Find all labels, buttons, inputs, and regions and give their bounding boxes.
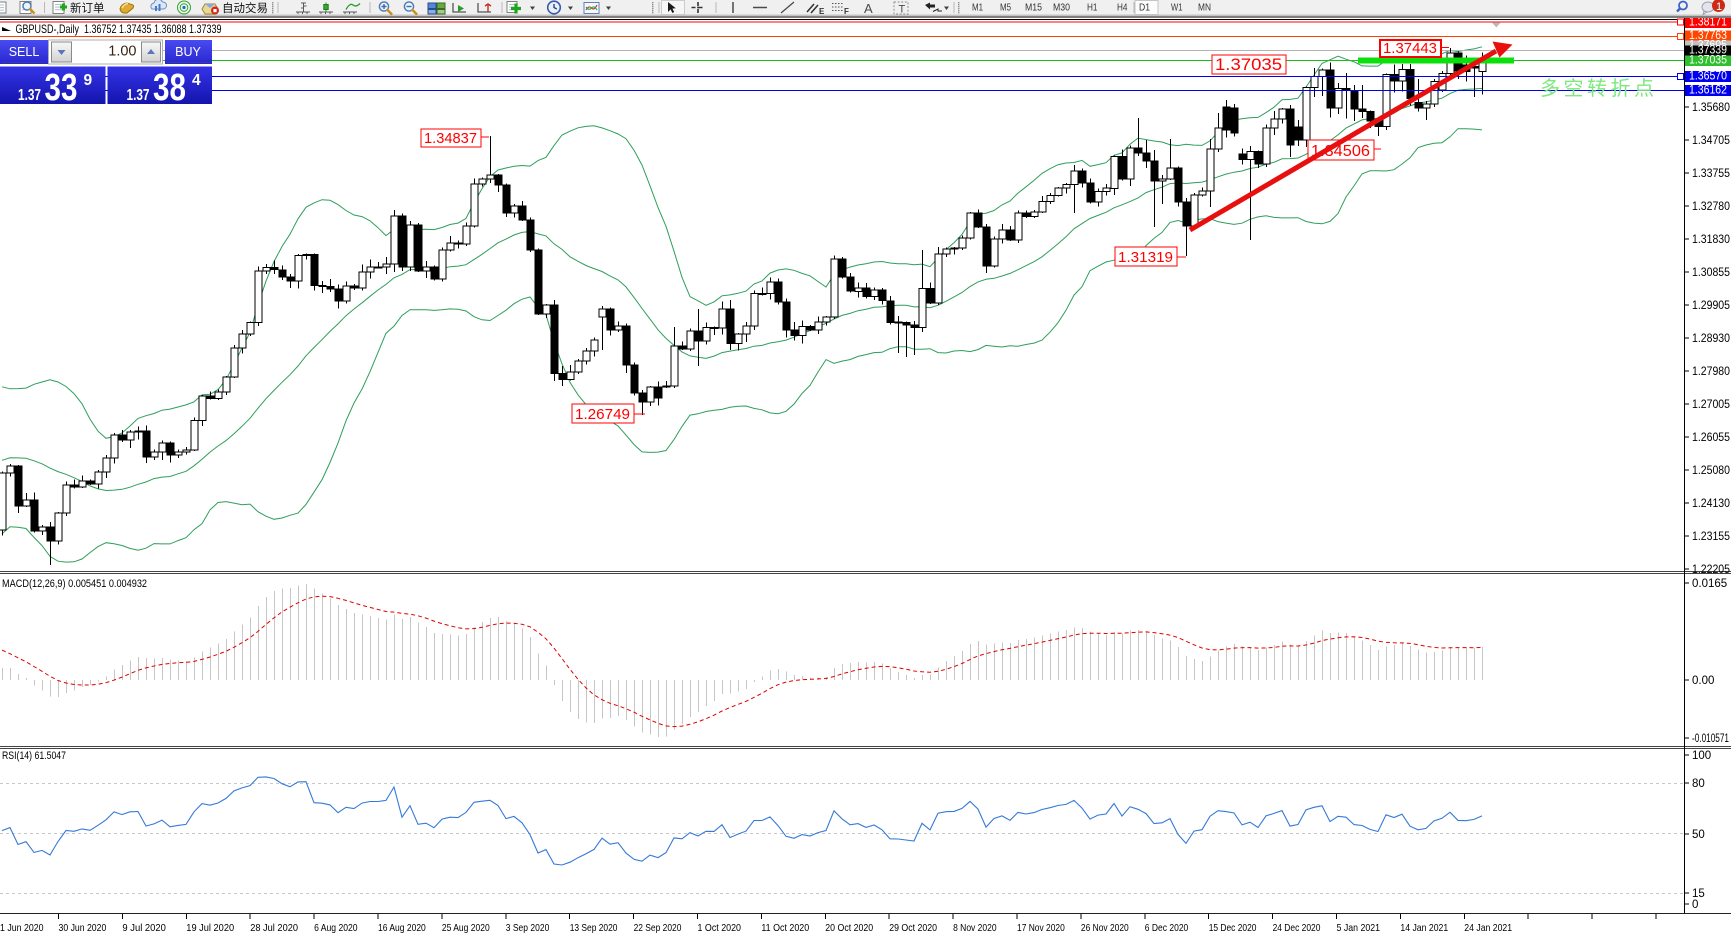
svg-text:17 Nov 2020: 17 Nov 2020 — [1017, 922, 1065, 934]
svg-text:RSI(14) 61.5047: RSI(14) 61.5047 — [2, 750, 66, 762]
svg-text:1.25080: 1.25080 — [1692, 465, 1730, 477]
svg-text:11 Oct 2020: 11 Oct 2020 — [761, 922, 809, 934]
svg-text:1.24130: 1.24130 — [1692, 498, 1730, 510]
svg-text:3 Sep 2020: 3 Sep 2020 — [506, 922, 550, 934]
svg-text:33: 33 — [45, 67, 78, 109]
svg-text:6 Aug 2020: 6 Aug 2020 — [314, 922, 358, 934]
svg-text:1.37035: 1.37035 — [1689, 55, 1727, 67]
svg-text:15: 15 — [1692, 888, 1705, 900]
svg-text:19 Jul 2020: 19 Jul 2020 — [186, 922, 234, 934]
svg-text:H1: H1 — [1087, 2, 1098, 14]
svg-text:1.37035: 1.37035 — [1215, 55, 1282, 74]
svg-text:W1: W1 — [1171, 2, 1183, 14]
svg-text:50: 50 — [1692, 829, 1705, 841]
svg-text:1.37: 1.37 — [127, 87, 150, 104]
svg-text:M5: M5 — [1000, 2, 1011, 14]
svg-text:4: 4 — [192, 72, 201, 89]
svg-text:0: 0 — [1692, 899, 1698, 911]
svg-text:BUY: BUY — [175, 45, 201, 59]
svg-text:F: F — [844, 7, 849, 16]
svg-text:1.34837: 1.34837 — [424, 130, 477, 147]
svg-text:1 Jun 2020: 1 Jun 2020 — [0, 922, 44, 934]
svg-text:15 Dec 2020: 15 Dec 2020 — [1209, 922, 1257, 934]
svg-text:H4: H4 — [1117, 2, 1128, 14]
svg-text:1.38171: 1.38171 — [1689, 17, 1727, 29]
svg-text:E: E — [819, 7, 825, 16]
svg-text:22 Sep 2020: 22 Sep 2020 — [634, 922, 682, 934]
svg-text:1.35680: 1.35680 — [1692, 102, 1730, 114]
svg-text:GBPUSD-,Daily 1.36752 1.37435: GBPUSD-,Daily 1.36752 1.37435 1.36088 1.… — [16, 22, 222, 36]
svg-text:1.31830: 1.31830 — [1692, 234, 1730, 246]
svg-text:1.36570: 1.36570 — [1689, 71, 1727, 83]
svg-text:1.37763: 1.37763 — [1689, 30, 1727, 42]
svg-text:1.37443: 1.37443 — [1383, 40, 1437, 57]
svg-text:1.34506: 1.34506 — [1311, 143, 1370, 160]
svg-text:16 Aug 2020: 16 Aug 2020 — [378, 922, 426, 934]
svg-text:38: 38 — [153, 67, 186, 109]
svg-text:5 Jan 2021: 5 Jan 2021 — [1337, 922, 1381, 934]
svg-text:80: 80 — [1692, 778, 1705, 790]
svg-text:1.33755: 1.33755 — [1692, 168, 1730, 180]
svg-text:1.30855: 1.30855 — [1692, 267, 1730, 279]
svg-text:A: A — [864, 1, 873, 16]
svg-text:M30: M30 — [1053, 2, 1070, 14]
svg-text:1.37: 1.37 — [18, 87, 41, 104]
svg-text:28 Jul 2020: 28 Jul 2020 — [250, 922, 298, 934]
svg-text:1.27980: 1.27980 — [1692, 366, 1730, 378]
svg-text:MACD(12,26,9) 0.005451 0.00493: MACD(12,26,9) 0.005451 0.004932 — [2, 578, 147, 590]
svg-text:6 Dec 2020: 6 Dec 2020 — [1145, 922, 1189, 934]
svg-text:M15: M15 — [1025, 2, 1042, 14]
svg-text:26 Nov 2020: 26 Nov 2020 — [1081, 922, 1129, 934]
svg-text:-0.010571: -0.010571 — [1692, 733, 1729, 745]
svg-text:多空转折点: 多空转折点 — [1540, 77, 1658, 100]
svg-text:24 Dec 2020: 24 Dec 2020 — [1273, 922, 1321, 934]
svg-text:T: T — [899, 4, 906, 16]
svg-text:1.31319: 1.31319 — [1118, 249, 1173, 266]
svg-text:1.27005: 1.27005 — [1692, 399, 1730, 411]
svg-text:1 Oct 2020: 1 Oct 2020 — [698, 922, 742, 934]
svg-text:1.36162: 1.36162 — [1689, 85, 1727, 97]
svg-text:1: 1 — [1716, 1, 1722, 13]
svg-text:8 Nov 2020: 8 Nov 2020 — [953, 922, 997, 934]
svg-text:1.23155: 1.23155 — [1692, 531, 1730, 543]
svg-text:100: 100 — [1692, 750, 1711, 762]
svg-text:1.22205: 1.22205 — [1692, 564, 1730, 576]
svg-text:20 Oct 2020: 20 Oct 2020 — [825, 922, 873, 934]
svg-text:24 Jan 2021: 24 Jan 2021 — [1464, 922, 1512, 934]
svg-text:1.28930: 1.28930 — [1692, 333, 1730, 345]
svg-text:MN: MN — [1198, 2, 1211, 14]
svg-text:新订单: 新订单 — [70, 1, 105, 15]
svg-text:25 Aug 2020: 25 Aug 2020 — [442, 922, 490, 934]
svg-text:1.26055: 1.26055 — [1692, 432, 1730, 444]
svg-text:1.34705: 1.34705 — [1692, 135, 1730, 147]
svg-text:9 Jul 2020: 9 Jul 2020 — [122, 922, 166, 934]
svg-text:1.37339: 1.37339 — [1689, 45, 1727, 57]
svg-text:D1: D1 — [1139, 2, 1150, 14]
svg-text:9: 9 — [84, 72, 93, 89]
svg-text:30 Jun 2020: 30 Jun 2020 — [59, 922, 107, 934]
svg-text:1.00: 1.00 — [108, 44, 136, 60]
svg-text:0.00: 0.00 — [1692, 675, 1714, 687]
svg-text:29 Oct 2020: 29 Oct 2020 — [889, 922, 937, 934]
svg-text:1.32780: 1.32780 — [1692, 201, 1730, 213]
svg-text:SELL: SELL — [9, 45, 40, 59]
svg-text:1.29905: 1.29905 — [1692, 300, 1730, 312]
svg-text:M1: M1 — [972, 2, 983, 14]
svg-text:14 Jan 2021: 14 Jan 2021 — [1400, 922, 1448, 934]
svg-text:1.26749: 1.26749 — [575, 406, 630, 423]
svg-text:0.0165: 0.0165 — [1692, 578, 1727, 590]
svg-text:13 Sep 2020: 13 Sep 2020 — [570, 922, 618, 934]
svg-text:自动交易: 自动交易 — [222, 1, 268, 15]
